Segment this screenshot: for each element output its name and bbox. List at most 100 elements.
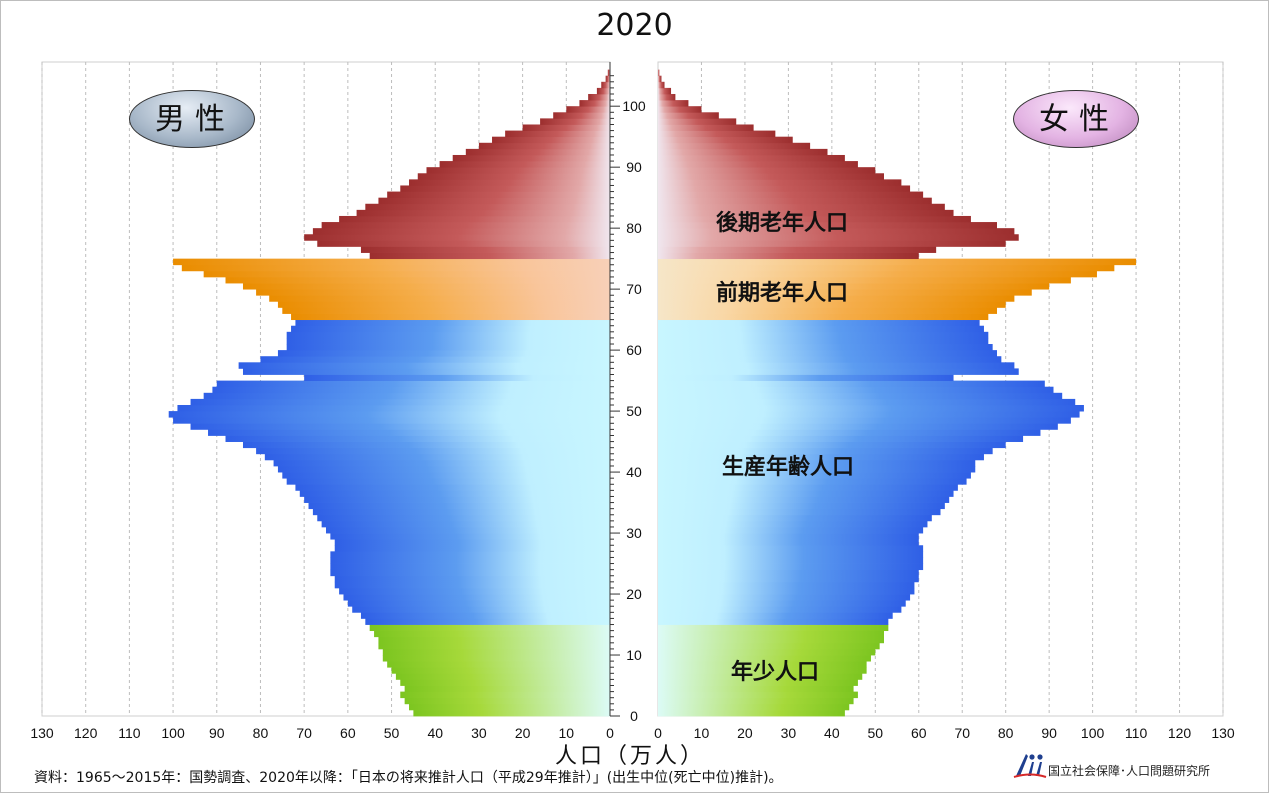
female-badge: 女性 — [1013, 90, 1139, 148]
bar-male-age-64 — [295, 319, 610, 327]
bar-female-age-13 — [658, 630, 884, 638]
bar-female-age-78 — [658, 234, 1019, 241]
x-tick-label-male: 120 — [74, 725, 98, 741]
bar-female-age-7 — [658, 667, 867, 674]
bar-male-age-105 — [607, 69, 610, 77]
bar-female-age-27 — [658, 545, 924, 552]
bar-female-age-5 — [658, 679, 858, 686]
bar-female-age-75 — [658, 252, 919, 260]
x-tick-label-male: 100 — [161, 725, 185, 741]
bar-female-age-94 — [658, 136, 793, 144]
x-tick-label-male: 70 — [296, 725, 312, 741]
bar-female-age-84 — [658, 197, 932, 205]
bar-male-age-78 — [304, 234, 610, 241]
bar-female-age-15 — [658, 618, 889, 625]
bar-female-age-60 — [658, 344, 993, 351]
bar-male-age-0 — [413, 709, 610, 717]
bar-female-age-72 — [658, 270, 1097, 278]
bar-male-age-40 — [277, 465, 610, 473]
bar-female-age-57 — [658, 362, 1015, 369]
bar-female-age-64 — [658, 319, 980, 327]
x-tick-label-female: 80 — [998, 725, 1014, 741]
bar-male-age-28 — [334, 539, 610, 546]
bar-female-age-30 — [658, 526, 924, 534]
bar-female-age-98 — [658, 112, 719, 119]
bar-female-age-53 — [658, 386, 1054, 394]
bar-female-age-74 — [658, 258, 1137, 266]
x-tick-label-male: 130 — [30, 725, 54, 741]
bar-female-age-26 — [658, 551, 924, 558]
x-tick-label-male: 50 — [384, 725, 400, 741]
bar-female-age-73 — [658, 264, 1115, 272]
institute-logo-icon — [1013, 754, 1047, 778]
y-tick-label: 70 — [626, 281, 642, 297]
bar-male-age-73 — [181, 264, 611, 272]
bar-male-age-83 — [365, 203, 610, 211]
bar-male-age-31 — [321, 520, 610, 528]
source-note: 資料：1965～2015年：国勢調査、2020年以降：「日本の将来推計人口（平成… — [34, 770, 783, 786]
bar-male-age-94 — [492, 136, 610, 144]
x-tick-label-male: 30 — [471, 725, 487, 741]
bar-male-age-101 — [588, 93, 610, 101]
x-tick-label-male: 20 — [515, 725, 531, 741]
bar-male-age-56 — [242, 368, 610, 375]
bar-female-age-80 — [658, 222, 997, 229]
bar-female-age-43 — [658, 447, 993, 455]
bar-female-age-19 — [658, 594, 911, 601]
bar-female-age-104 — [658, 75, 662, 83]
bar-female-age-11 — [658, 642, 880, 650]
bar-female-age-77 — [658, 240, 1006, 247]
y-tick-label: 0 — [630, 708, 638, 724]
bar-male-age-90 — [439, 161, 610, 168]
x-tick-label-male: 40 — [427, 725, 443, 741]
bar-male-age-82 — [356, 209, 610, 217]
bar-female-age-85 — [658, 191, 924, 199]
bar-male-age-16 — [360, 612, 610, 619]
bar-male-age-37 — [295, 484, 610, 491]
y-tick-label: 90 — [626, 159, 642, 175]
bar-female-age-29 — [658, 533, 919, 540]
bar-female-age-38 — [658, 478, 967, 485]
x-tick-label-male: 80 — [253, 725, 269, 741]
bar-male-age-39 — [282, 472, 610, 479]
bar-male-age-81 — [339, 215, 610, 223]
bar-male-age-63 — [291, 325, 610, 333]
bar-female-age-58 — [658, 356, 1002, 363]
bar-male-age-21 — [334, 581, 610, 589]
bar-male-age-86 — [400, 185, 610, 192]
bar-male-age-85 — [387, 191, 610, 199]
bar-male-age-9 — [382, 655, 610, 662]
bar-female-age-59 — [658, 350, 997, 357]
bar-male-age-57 — [238, 362, 610, 369]
bar-female-age-68 — [658, 295, 1015, 302]
bar-male-age-30 — [326, 526, 610, 534]
bar-male-age-102 — [596, 87, 610, 95]
bar-female-age-70 — [658, 283, 1050, 290]
bar-female-age-1 — [658, 703, 850, 711]
bar-male-age-91 — [452, 154, 610, 162]
bar-male-age-93 — [478, 142, 610, 150]
bar-male-age-23 — [330, 569, 610, 577]
bar-male-age-58 — [260, 356, 610, 363]
bar-female-age-99 — [658, 106, 702, 113]
bar-male-age-76 — [360, 246, 610, 253]
bar-female-age-105 — [658, 69, 660, 77]
bar-male-age-8 — [387, 661, 610, 668]
bar-male-age-33 — [312, 508, 610, 516]
bar-female-age-66 — [658, 307, 997, 314]
bar-male-age-55 — [304, 374, 610, 382]
bar-female-age-76 — [658, 246, 937, 253]
bar-female-age-96 — [658, 124, 754, 131]
bar-male-age-18 — [347, 600, 610, 607]
bar-female-age-86 — [658, 185, 911, 192]
bar-male-age-47 — [190, 423, 611, 430]
bar-female-age-3 — [658, 691, 858, 699]
x-tick-label-female: 110 — [1125, 725, 1148, 741]
bar-male-age-22 — [334, 575, 610, 583]
organization-name: 国立社会保障･人口問題研究所 — [1048, 764, 1211, 778]
bar-male-age-71 — [225, 276, 610, 284]
x-tick-label-female: 60 — [911, 725, 927, 741]
bar-female-age-24 — [658, 563, 924, 571]
bar-female-age-17 — [658, 606, 902, 613]
